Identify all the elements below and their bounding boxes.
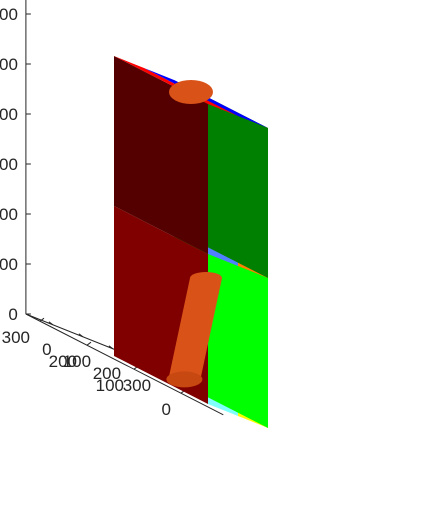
z-tick-label: 500 [0, 55, 18, 74]
y-tick [39, 317, 45, 322]
z-tick-label: 200 [0, 205, 18, 224]
top-disc [169, 80, 213, 104]
x-tick-label: 200 [93, 364, 121, 383]
x-tick [48, 321, 54, 326]
cylinder-top [190, 272, 222, 284]
y-axis-line [25, 313, 224, 416]
face-darkred [114, 56, 208, 254]
z-tick-label: 400 [0, 105, 18, 124]
x-tick-label: 100 [63, 352, 91, 371]
z-tick-label: 100 [0, 255, 18, 274]
z-tick-label: 0 [8, 305, 17, 324]
x-tick-label: 0 [42, 340, 51, 359]
x-tick [78, 333, 84, 338]
y-tick-label: 200 [49, 352, 77, 371]
y-tick-label: 300 [2, 328, 30, 347]
y-tick-label: 100 [96, 376, 124, 395]
cylinder-bottom [166, 371, 203, 388]
y-tick-label: 0 [162, 400, 171, 419]
y-tick [86, 341, 92, 346]
cylinder-body [168, 278, 222, 380]
x-tick-label: 300 [123, 376, 151, 395]
x-tick [108, 345, 114, 350]
z-tick-label: 300 [0, 155, 18, 174]
z-tick-label: 600 [0, 5, 18, 24]
